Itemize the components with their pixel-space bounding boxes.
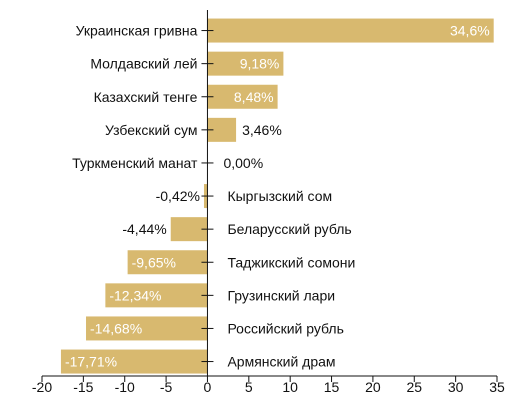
x-tick-label: -10 xyxy=(115,379,135,395)
category-label: Грузинский лари xyxy=(227,287,335,303)
bar xyxy=(170,217,208,242)
value-label: -12,34% xyxy=(109,287,161,303)
category-label: Узбекский сум xyxy=(105,122,197,138)
bar xyxy=(60,349,208,374)
category-label: Кыргызский сом xyxy=(227,188,332,204)
bar xyxy=(127,250,208,275)
value-label: 0,00% xyxy=(223,155,263,171)
x-tick-label: 15 xyxy=(324,379,340,395)
x-tick-label: 20 xyxy=(365,379,381,395)
x-tick-label: 25 xyxy=(406,379,422,395)
bar xyxy=(207,51,284,76)
bar xyxy=(207,84,278,109)
x-tick-label: -15 xyxy=(73,379,93,395)
category-label: Украинская гривна xyxy=(76,23,198,39)
x-tick-label: 5 xyxy=(245,379,253,395)
category-label: Российский рубль xyxy=(227,320,343,336)
bar xyxy=(207,18,494,43)
labels-layer: Украинская гривна 34,6% Молдавский лей 9,18… xyxy=(65,23,490,370)
value-label: -4,44% xyxy=(122,221,166,237)
value-label: -0,42% xyxy=(156,188,200,204)
value-label: 8,48% xyxy=(234,89,274,105)
x-tick-label: -20 xyxy=(32,379,52,395)
category-label: Армянский драм xyxy=(227,354,335,370)
value-label: 9,18% xyxy=(240,56,280,72)
category-label: Молдавский лей xyxy=(90,56,197,72)
value-label: -14,68% xyxy=(90,320,142,336)
category-label: Таджикский сомони xyxy=(227,254,355,270)
value-label: 3,46% xyxy=(242,122,282,138)
bar xyxy=(86,316,208,341)
x-tick-label: -5 xyxy=(160,379,173,395)
x-tick-label: 10 xyxy=(282,379,298,395)
category-label: Казахский тенге xyxy=(94,89,198,105)
category-label: Туркменский манат xyxy=(72,155,198,171)
category-label: Беларусский рубль xyxy=(227,221,351,237)
value-label: 34,6% xyxy=(450,23,490,39)
bar xyxy=(105,283,208,308)
x-tick-label: 30 xyxy=(448,379,464,395)
bars-layer xyxy=(60,18,494,374)
value-label: -17,71% xyxy=(65,354,117,370)
axes-layer: -20 -15 -10 -5 0 5 10 15 20 25 30 35 xyxy=(32,10,505,395)
x-tick-label: 0 xyxy=(204,379,212,395)
x-tick-label: 35 xyxy=(489,379,505,395)
value-label: -9,65% xyxy=(132,254,176,270)
